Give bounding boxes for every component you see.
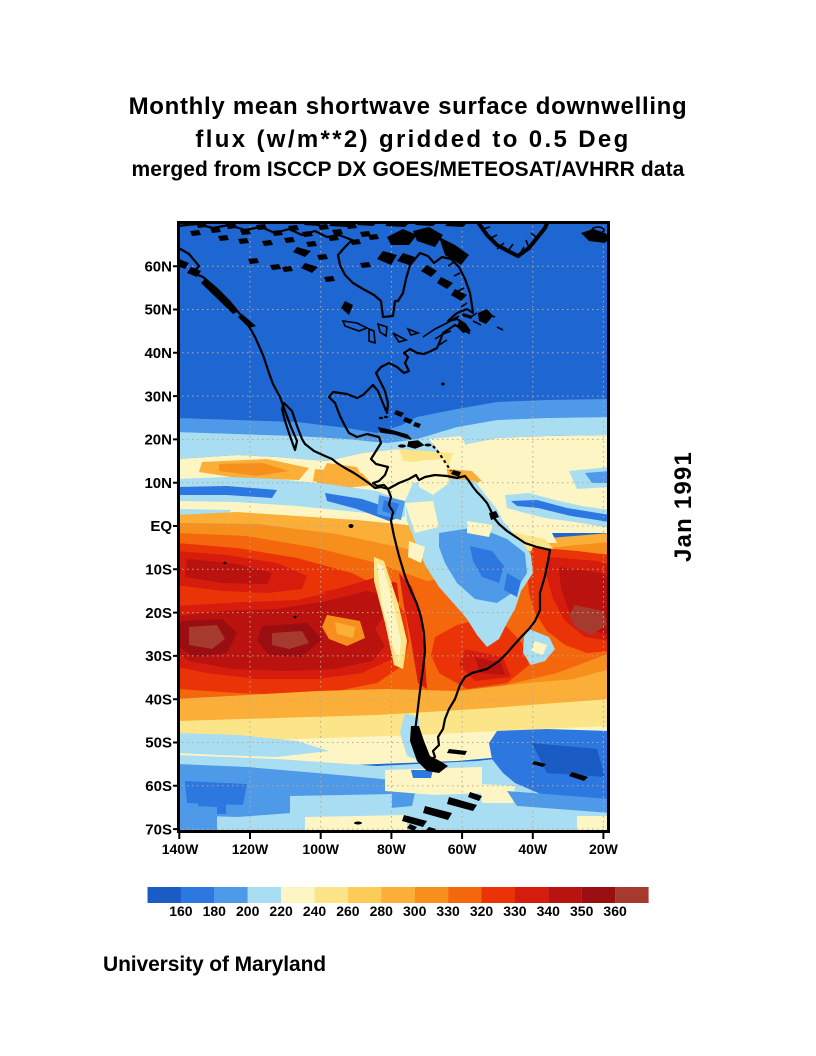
svg-text:40S: 40S [145,691,172,708]
svg-text:20W: 20W [589,841,619,857]
svg-text:160: 160 [169,903,193,919]
svg-text:10N: 10N [144,475,172,492]
svg-text:120W: 120W [232,841,269,857]
svg-text:70S: 70S [145,821,172,838]
svg-text:30N: 30N [144,388,172,405]
svg-text:merged from ISCCP DX GOES/METE: merged from ISCCP DX GOES/METEOSAT/AVHRR… [132,158,685,181]
svg-text:140W: 140W [162,841,199,857]
svg-text:80W: 80W [377,841,407,857]
svg-text:60W: 60W [448,841,478,857]
svg-text:10S: 10S [145,562,172,579]
svg-text:EQ: EQ [150,518,172,535]
svg-text:330: 330 [436,903,460,919]
svg-text:Jan 1991: Jan 1991 [670,451,697,562]
svg-text:60N: 60N [144,258,172,275]
svg-text:30S: 30S [145,648,172,665]
svg-text:260: 260 [336,903,360,919]
svg-text:50S: 50S [145,735,172,752]
svg-text:320: 320 [470,903,494,919]
svg-text:40N: 40N [144,345,172,362]
svg-text:220: 220 [269,903,293,919]
svg-text:200: 200 [236,903,260,919]
svg-text:40W: 40W [518,841,548,857]
svg-text:340: 340 [537,903,561,919]
svg-text:330: 330 [503,903,527,919]
svg-text:University of Maryland: University of Maryland [103,953,326,976]
svg-text:Monthly mean shortwave surface: Monthly mean shortwave surface downwelli… [129,93,688,120]
svg-text:20N: 20N [144,432,172,449]
svg-text:100W: 100W [302,841,339,857]
svg-text:280: 280 [370,903,394,919]
svg-text:300: 300 [403,903,427,919]
svg-text:60S: 60S [145,778,172,795]
svg-text:flux (w/m**2) gridded to 0.5 D: flux (w/m**2) gridded to 0.5 Deg [195,126,630,153]
svg-text:350: 350 [570,903,594,919]
svg-text:50N: 50N [144,302,172,319]
svg-text:360: 360 [603,903,627,919]
svg-text:180: 180 [203,903,227,919]
svg-text:240: 240 [303,903,327,919]
svg-text:20S: 20S [145,605,172,622]
